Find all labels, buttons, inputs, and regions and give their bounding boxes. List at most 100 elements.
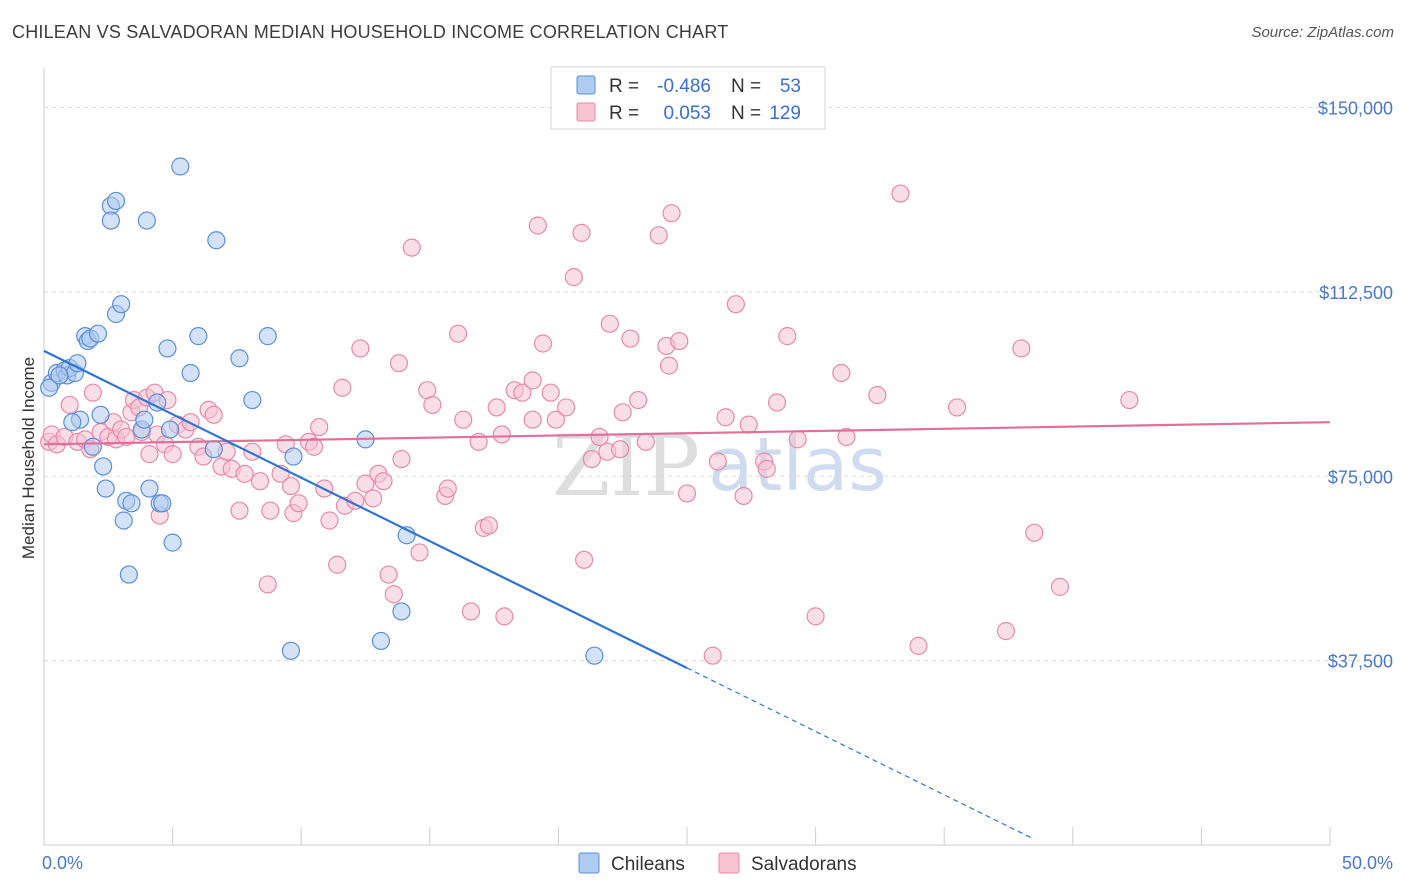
salvadoran-point bbox=[909, 636, 928, 655]
salvadoran-point bbox=[235, 464, 254, 483]
y-tick-label: $37,500 bbox=[1328, 652, 1393, 672]
chilean-point bbox=[189, 327, 208, 346]
axes bbox=[43, 68, 1331, 846]
chilean-point bbox=[160, 420, 180, 439]
chilean-point bbox=[101, 211, 120, 230]
salvadoran-point bbox=[513, 383, 532, 402]
chart-title: CHILEAN VS SALVADORAN MEDIAN HOUSEHOLD I… bbox=[12, 22, 729, 42]
x-tick-label-min: 0.0% bbox=[42, 853, 83, 873]
salvadoran-point bbox=[304, 437, 324, 456]
salvadoran-point bbox=[996, 622, 1016, 641]
salvadoran-point bbox=[60, 395, 79, 415]
salvadoran-point bbox=[611, 440, 630, 459]
chilean-point bbox=[204, 440, 223, 459]
chilean-point bbox=[230, 349, 249, 368]
salvadoran-point bbox=[1025, 523, 1044, 542]
chilean-point bbox=[181, 363, 200, 383]
legend-r-value-chileans: -0.486 bbox=[657, 76, 711, 97]
chilean-point bbox=[392, 602, 411, 621]
salvadoran-point bbox=[258, 575, 277, 594]
chilean-point bbox=[281, 641, 301, 660]
chilean-point bbox=[158, 339, 177, 358]
salvadoran-point bbox=[310, 417, 329, 437]
salvadoran-point bbox=[575, 550, 594, 569]
salvadoran-point bbox=[757, 459, 776, 478]
salvadoran-point bbox=[487, 398, 506, 417]
salvadoran-point bbox=[492, 425, 511, 444]
chilean-point bbox=[114, 511, 133, 530]
salvadoran-point bbox=[438, 479, 457, 498]
chilean-point bbox=[63, 413, 82, 432]
chilean-point bbox=[171, 157, 190, 176]
salvadoran-point bbox=[281, 476, 301, 496]
salvadoran-point bbox=[379, 565, 398, 584]
source-credit: Source: ZipAtlas.com bbox=[1251, 24, 1394, 41]
legend-n-value-chileans: 53 bbox=[780, 76, 801, 97]
chilean-point bbox=[119, 565, 138, 584]
stats-legend-box bbox=[550, 66, 826, 130]
y-tick-label: $150,000 bbox=[1318, 99, 1393, 119]
salvadorans-swatch bbox=[576, 102, 596, 122]
chilean-point bbox=[371, 631, 391, 651]
chileans-trend-line bbox=[43, 349, 688, 669]
salvadoran-point bbox=[454, 410, 473, 429]
legend-n-value-salvadorans: 129 bbox=[769, 103, 801, 124]
salvadoran-point bbox=[546, 410, 565, 429]
salvadorans-trend-line bbox=[43, 421, 1331, 446]
salvadoran-point bbox=[423, 395, 442, 415]
salvadoran-point bbox=[891, 184, 910, 203]
salvadoran-point bbox=[495, 607, 514, 626]
salvadoran-point bbox=[572, 223, 591, 242]
salvadoran-point bbox=[582, 449, 601, 469]
salvadoran-point bbox=[351, 339, 370, 358]
watermark-zip: ZIP bbox=[552, 417, 700, 515]
salvadoran-point bbox=[523, 371, 542, 390]
salvadoran-point bbox=[629, 390, 648, 410]
salvadoran-point bbox=[708, 452, 727, 471]
salvadoran-point bbox=[261, 501, 280, 520]
chilean-point bbox=[40, 378, 59, 397]
salvadoran-point bbox=[670, 331, 689, 351]
salvadoran-point bbox=[461, 602, 481, 621]
salvadoran-point bbox=[662, 204, 681, 223]
trend-lines bbox=[43, 349, 1331, 840]
salvadoran-point bbox=[320, 511, 339, 530]
salvadoran-point bbox=[600, 314, 619, 333]
chilean-point bbox=[122, 494, 141, 513]
series-legend: Chileans Salvadorans bbox=[578, 852, 857, 875]
salvadoran-point bbox=[523, 410, 542, 429]
salvadorans-points bbox=[40, 184, 1139, 665]
chilean-point bbox=[135, 410, 154, 429]
chilean-point bbox=[284, 447, 303, 466]
legend-n-label-chileans: N = bbox=[731, 76, 761, 97]
chilean-point bbox=[153, 494, 172, 513]
chilean-point bbox=[94, 457, 113, 476]
stats-legend: R = -0.486 N = 53 R = 0.053 N = 129 bbox=[550, 66, 826, 130]
salvadoran-point bbox=[1012, 339, 1031, 358]
salvadoran-point bbox=[1120, 390, 1139, 410]
legend-chileans-swatch bbox=[578, 852, 600, 874]
chilean-point bbox=[243, 390, 262, 410]
salvadoran-point bbox=[947, 398, 967, 417]
salvadoran-point bbox=[289, 494, 308, 513]
chilean-point bbox=[96, 479, 115, 498]
chilean-point bbox=[207, 231, 226, 250]
salvadoran-point bbox=[778, 327, 797, 346]
legend-n-label-salvadorans: N = bbox=[731, 103, 761, 124]
salvadoran-point bbox=[837, 427, 856, 447]
salvadoran-point bbox=[83, 383, 102, 402]
salvadoran-point bbox=[788, 430, 807, 449]
salvadoran-point bbox=[1050, 577, 1070, 596]
y-tick-labels: $37,500 $75,000 $112,500 $150,000 bbox=[1318, 99, 1393, 672]
salvadoran-point bbox=[410, 543, 429, 562]
legend-chileans-label: Chileans bbox=[611, 854, 685, 875]
salvadoran-point bbox=[541, 383, 560, 402]
salvadoran-point bbox=[140, 445, 159, 464]
chilean-point bbox=[88, 324, 108, 343]
chilean-point bbox=[50, 366, 69, 385]
salvadoran-point bbox=[402, 238, 421, 257]
chilean-point bbox=[91, 405, 110, 424]
salvadoran-point bbox=[328, 555, 347, 574]
y-tick-label: $75,000 bbox=[1328, 467, 1393, 487]
